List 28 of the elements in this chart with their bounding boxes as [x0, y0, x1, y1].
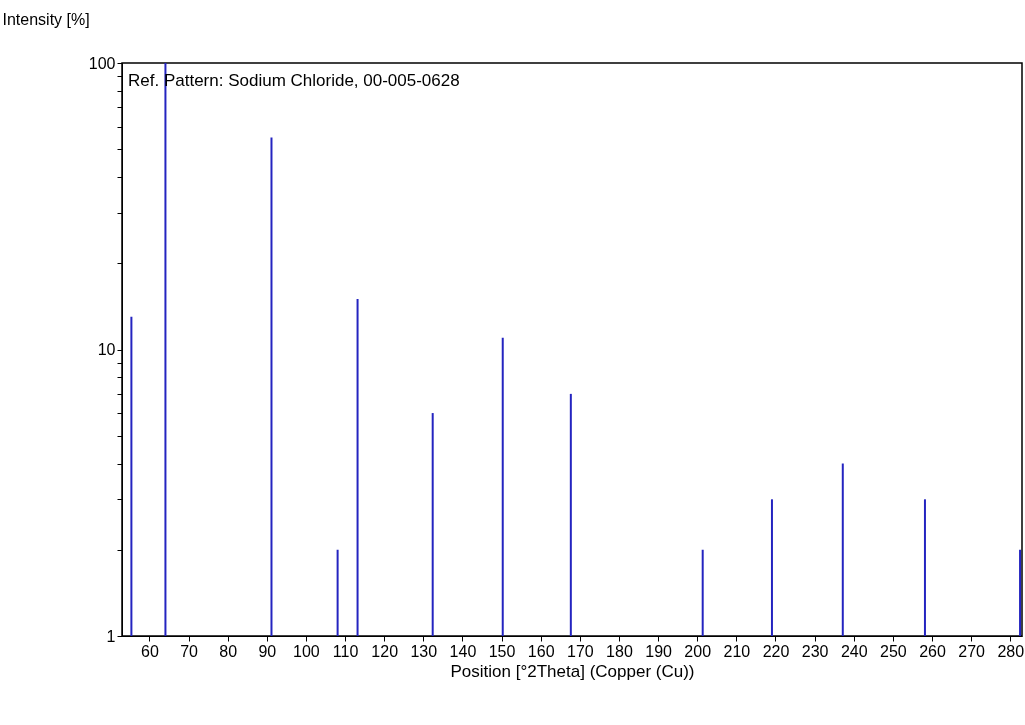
x-tick-label: 160	[527, 642, 555, 660]
x-tick-label: 280	[997, 642, 1025, 660]
y-axis-title: Intensity [%]	[2, 10, 90, 28]
x-tick-label: 210	[723, 642, 751, 660]
y-tick-label: 100	[88, 54, 116, 72]
x-tick-label: 190	[645, 642, 673, 660]
x-tick-label: 180	[606, 642, 633, 660]
x-tick-label: 130	[410, 642, 438, 660]
y-tick-label: 1	[106, 627, 116, 645]
x-tick-label: 140	[449, 642, 477, 660]
x-tick-label: 260	[919, 642, 946, 660]
x-tick-label: 220	[762, 642, 790, 660]
x-tick-label: 70	[180, 642, 199, 660]
x-tick-label: 270	[958, 642, 986, 660]
x-tick-label: 170	[566, 642, 594, 660]
x-tick-label: 230	[801, 642, 829, 660]
x-axis-title: Position [°2Theta] (Copper (Cu))	[450, 661, 695, 681]
x-tick-label: 110	[332, 642, 359, 660]
x-tick-label: 150	[488, 642, 516, 660]
x-tick-label: 80	[219, 642, 238, 660]
x-tick-label: 200	[684, 642, 712, 660]
x-tick-label: 250	[880, 642, 907, 660]
x-tick-label: 60	[140, 642, 159, 660]
y-tick-label: 10	[97, 341, 116, 358]
x-tick-label: 240	[840, 642, 868, 660]
x-tick-label: 120	[371, 642, 399, 660]
x-tick-label: 100	[293, 642, 320, 660]
x-tick-label: 90	[258, 642, 277, 660]
